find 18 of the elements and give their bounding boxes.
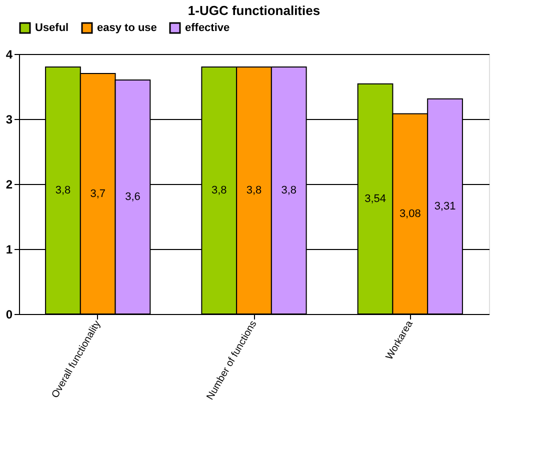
data-label: 3,8 xyxy=(211,184,227,196)
data-label: 3,6 xyxy=(125,191,140,203)
y-tick-label: 2 xyxy=(6,178,13,192)
data-label: 3,54 xyxy=(364,192,386,205)
legend-label: Useful xyxy=(35,22,69,34)
data-label: 3,8 xyxy=(55,184,71,196)
y-tick-label: 3 xyxy=(6,112,13,126)
data-label: 3,7 xyxy=(90,188,106,200)
data-label: 3,8 xyxy=(246,184,262,196)
data-label: 3,08 xyxy=(399,208,421,220)
data-label: 3,31 xyxy=(434,200,456,212)
y-tick-label: 0 xyxy=(6,308,13,322)
y-tick-label: 4 xyxy=(6,48,13,62)
legend-label: easy to use xyxy=(97,22,157,34)
chart-title: 1-UGC functionalities xyxy=(188,3,320,18)
data-label: 3,8 xyxy=(281,184,297,196)
y-tick-label: 1 xyxy=(6,242,13,256)
legend-label: effective xyxy=(185,22,230,34)
